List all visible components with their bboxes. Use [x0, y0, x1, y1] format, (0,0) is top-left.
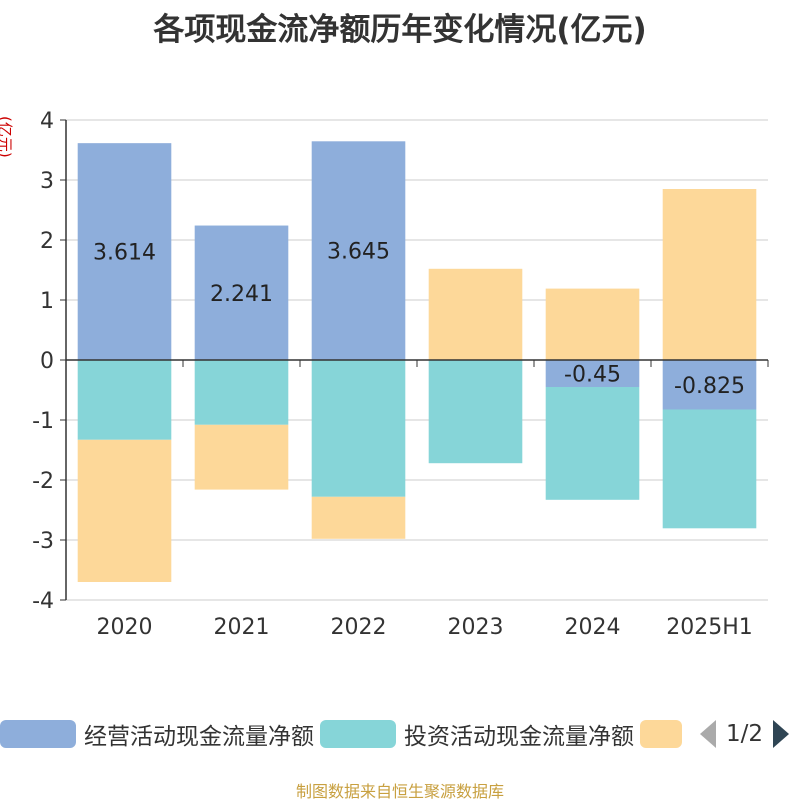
bar-series-2-2021[interactable] [194, 424, 289, 490]
y-tick-label: 4 [40, 109, 54, 134]
bar-series-1-2020[interactable] [77, 360, 172, 440]
bar-series-1-2021[interactable] [194, 360, 289, 425]
x-tick-label: 2023 [448, 615, 504, 640]
legend-pager: 1/2 [700, 714, 790, 754]
bar-series-1-2022[interactable] [311, 360, 406, 497]
grid-lines [66, 119, 768, 601]
data-label: 2.241 [210, 282, 273, 307]
legend-swatch-investing [320, 720, 396, 748]
pager-next-icon[interactable] [773, 720, 790, 748]
y-tick-label: 2 [40, 229, 54, 254]
bar-series-0-2022[interactable] [311, 141, 406, 360]
axes: 4 3 2 1 0 -1 -2 -3 -4 2020 2021 2022 2023 2024 2025H1 [32, 109, 769, 640]
legend-item-financing[interactable] [640, 714, 682, 754]
legend-item-operating[interactable]: 经营活动现金流量净额 [0, 714, 314, 754]
bar-series-0-2024[interactable] [545, 360, 640, 387]
bar-series-1-2024[interactable] [545, 387, 640, 500]
bar-series-2-2025H1[interactable] [662, 189, 757, 360]
legend: 经营活动现金流量净额 投资活动现金流量净额 1/2 [0, 714, 800, 758]
bar-series-0-2020[interactable] [77, 143, 172, 360]
bar-series-2-2024[interactable] [545, 288, 640, 360]
x-tick-label: 2022 [331, 615, 387, 640]
pager-page-indicator: 1/2 [726, 721, 764, 747]
y-tick-label: 3 [40, 169, 54, 194]
data-labels: 3.614 2.241 3.645 -0.45 -0.825 [93, 240, 745, 399]
legend-item-investing[interactable]: 投资活动现金流量净额 [320, 714, 634, 754]
legend-label-operating: 经营活动现金流量净额 [84, 724, 314, 750]
legend-label-investing: 投资活动现金流量净额 [404, 724, 634, 750]
bar-series-1-2025H1[interactable] [662, 409, 757, 529]
y-tick-label: -3 [32, 529, 54, 554]
bar-series [77, 141, 757, 582]
x-tick-label: 2025H1 [666, 615, 753, 640]
x-tick-label: 2024 [565, 615, 621, 640]
y-tick-label: -4 [32, 589, 54, 614]
data-label: -0.45 [564, 363, 621, 388]
chart-title: 各项现金流净额历年变化情况(亿元) [153, 12, 647, 48]
bar-series-0-2025H1[interactable] [662, 360, 757, 410]
bar-series-0-2021[interactable] [194, 225, 289, 360]
bar-series-1-2023[interactable] [428, 360, 523, 464]
data-label: -0.825 [674, 374, 745, 399]
x-tick-label: 2020 [97, 615, 153, 640]
bar-series-2-2023[interactable] [428, 268, 523, 360]
y-tick-label: -1 [32, 409, 54, 434]
y-tick-label: 0 [40, 349, 54, 374]
legend-swatch-operating [0, 720, 76, 748]
data-label: 3.614 [93, 241, 156, 266]
pager-prev-icon[interactable] [700, 720, 716, 748]
x-tick-label: 2021 [214, 615, 270, 640]
source-note: 制图数据来自恒生聚源数据库 [295, 782, 504, 801]
bar-series-2-2022[interactable] [311, 496, 406, 539]
legend-swatch-financing [640, 720, 682, 748]
y-tick-label: 1 [40, 289, 54, 314]
data-label: 3.645 [327, 240, 390, 265]
y-tick-label: -2 [32, 469, 54, 494]
bar-series-2-2020[interactable] [77, 439, 172, 582]
